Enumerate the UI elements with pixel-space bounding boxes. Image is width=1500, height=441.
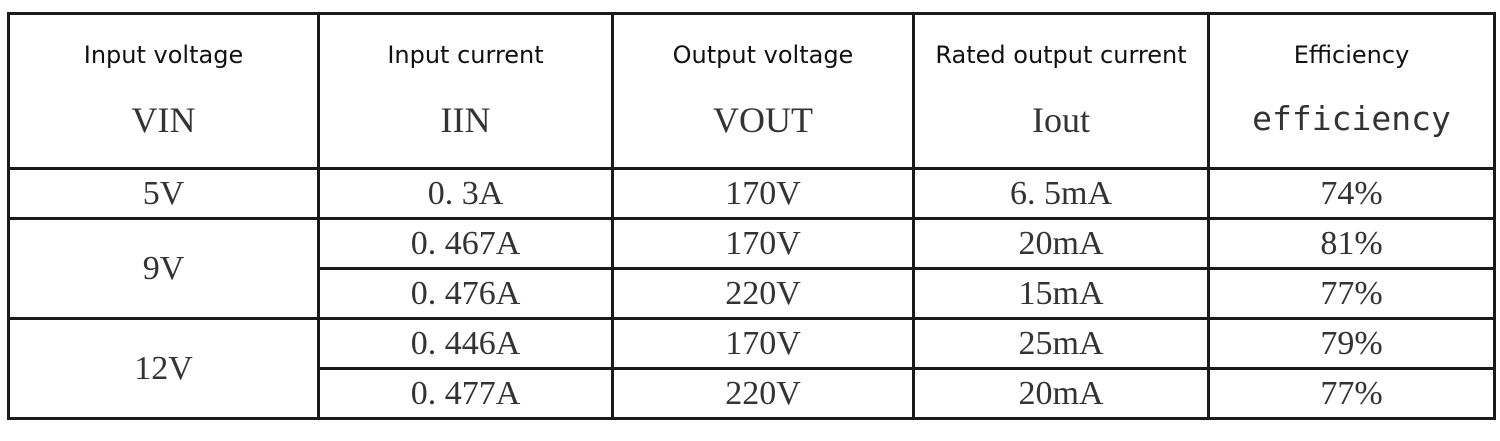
table-row: 9V 0. 467A 170V 20mA 81% [7,217,1496,320]
specs-table: Input voltage VIN Input current IIN Output… [7,12,1496,420]
header-label: Input voltage [83,41,244,69]
table-row: 5V 0. 3A 170V 6. 5mA 74% [7,167,1496,220]
iin-cell: 0. 476A [317,267,614,320]
header-label: Rated output current [935,41,1187,69]
efficiency-cell: 77% [1207,267,1496,320]
vin-cell: 12V [7,317,320,420]
vout-cell: 220V [611,367,915,420]
header-input-voltage: Input voltage VIN [7,12,320,170]
vin-cell: 5V [7,167,320,220]
header-label: Efficiency [1293,41,1410,69]
efficiency-cell: 77% [1207,367,1496,420]
header-efficiency: Efficiency efficiency [1207,12,1496,170]
iout-cell: 25mA [912,317,1210,370]
vout-cell: 220V [611,267,915,320]
header-label: Input current [387,41,544,69]
iin-cell: 0. 467A [317,217,614,270]
header-symbol: IIN [440,100,491,140]
header-symbol: VIN [131,100,196,140]
vout-cell: 170V [611,167,915,220]
efficiency-cell: 74% [1207,167,1496,220]
header-label: Output voltage [672,41,854,69]
header-row: Input voltage VIN Input current IIN Output… [7,12,1496,170]
vin-cell: 9V [7,217,320,320]
iin-cell: 0. 477A [317,367,614,420]
efficiency-cell: 79% [1207,317,1496,370]
iout-cell: 20mA [912,217,1210,270]
header-input-current: Input current IIN [317,12,614,170]
iin-cell: 0. 446A [317,317,614,370]
iout-cell: 15mA [912,267,1210,320]
iout-cell: 20mA [912,367,1210,420]
iout-cell: 6. 5mA [912,167,1210,220]
header-symbol: efficiency [1252,99,1451,138]
header-symbol: VOUT [713,100,813,140]
table-row: 0. 477A 220V 20mA 77% [9,367,1496,420]
header-output-voltage: Output voltage VOUT [611,12,915,170]
header-output-current: Rated output current Iout [912,12,1210,170]
header-symbol: Iout [1032,100,1090,140]
vout-cell: 170V [611,217,915,270]
vout-cell: 170V [611,317,915,370]
efficiency-cell: 81% [1207,217,1496,270]
table-row: 0. 476A 220V 15mA 77% [9,267,1496,320]
iin-cell: 0. 3A [317,167,614,220]
table-row: 12V 0. 446A 170V 25mA 79% [7,317,1496,420]
